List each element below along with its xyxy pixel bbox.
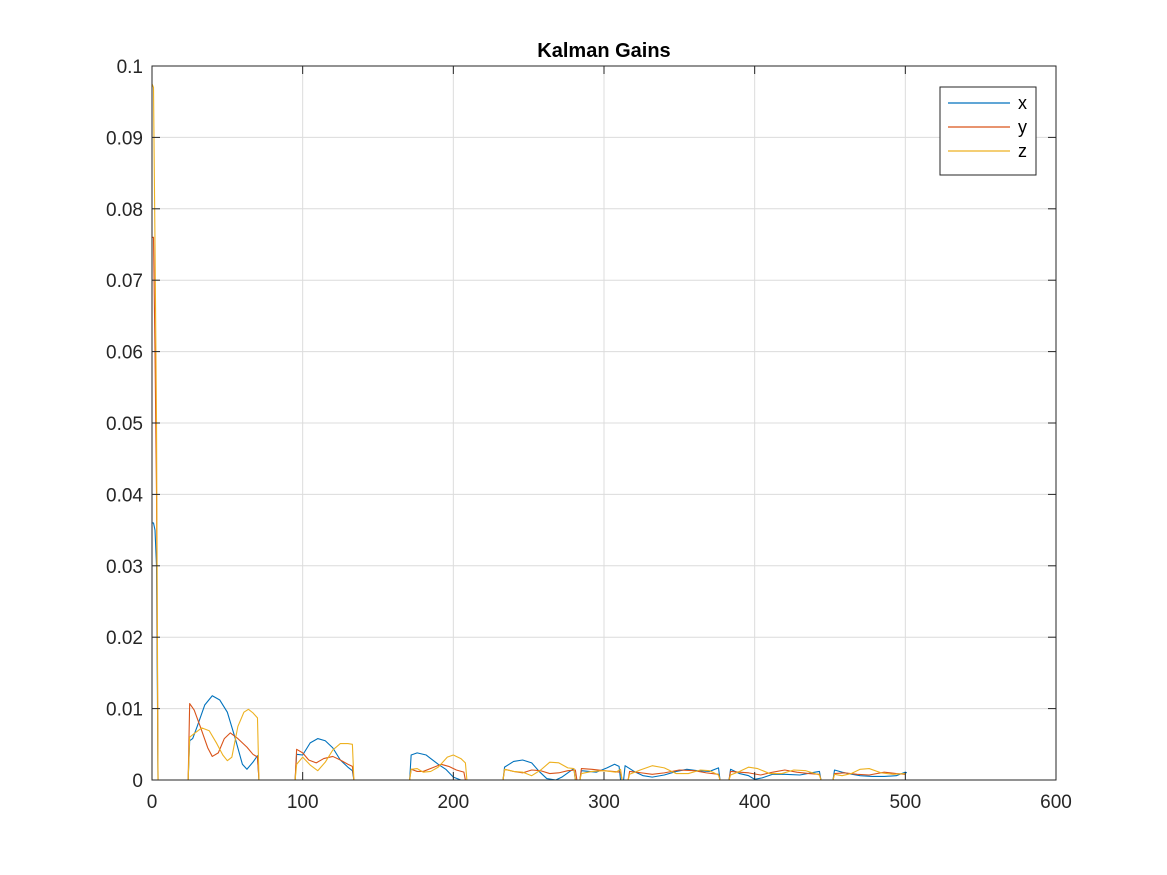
series-line-y xyxy=(152,236,906,781)
y-tick-label: 0.05 xyxy=(106,414,143,435)
chart-title: Kalman Gains xyxy=(537,40,670,62)
x-tick-label: 400 xyxy=(739,792,771,813)
legend-label-y: y xyxy=(1018,117,1027,137)
x-tick-label: 300 xyxy=(588,792,620,813)
y-tick-label: 0 xyxy=(132,771,143,792)
y-tick-label: 0.1 xyxy=(117,57,143,78)
y-tick-label: 0.03 xyxy=(106,557,143,578)
x-tick-label: 500 xyxy=(889,792,921,813)
y-tick-label: 0.08 xyxy=(106,200,143,221)
series-line-z xyxy=(152,83,906,781)
x-tick-label: 200 xyxy=(437,792,469,813)
y-tick-label: 0.06 xyxy=(106,343,143,364)
x-tick-label: 0 xyxy=(147,792,158,813)
y-tick-label: 0.09 xyxy=(106,128,143,149)
y-tick-label: 0.01 xyxy=(106,700,143,721)
legend-box xyxy=(939,86,1037,176)
x-tick-label: 600 xyxy=(1040,792,1072,813)
legend-label-z: z xyxy=(1018,141,1027,161)
plot-area: 0 100 200 300 400 500 600 0 0.01 0.02 0.03 0.04 0.05… xyxy=(106,57,1072,813)
y-tick-label: 0.02 xyxy=(106,628,143,649)
x-tick-label: 100 xyxy=(287,792,319,813)
legend-label-x: x xyxy=(1018,93,1027,113)
y-tick-label: 0.07 xyxy=(106,271,143,292)
y-tick-label: 0.04 xyxy=(106,485,143,506)
legend: xyz xyxy=(939,86,1037,176)
